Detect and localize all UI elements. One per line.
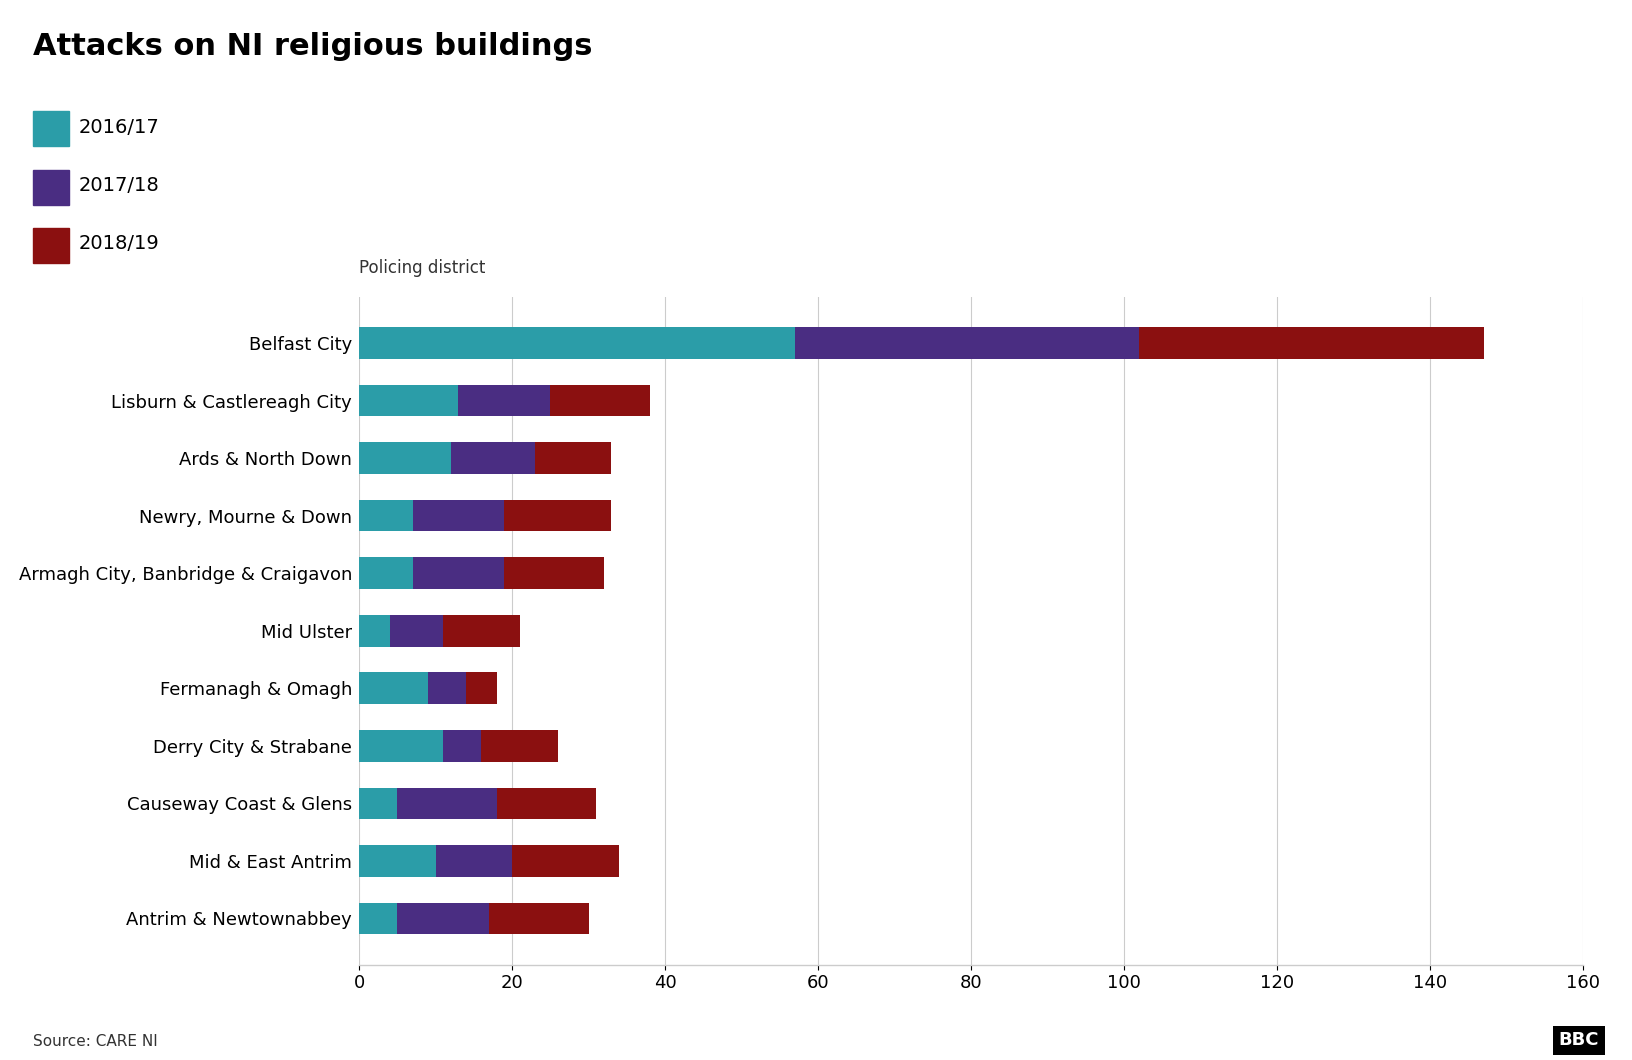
Bar (359, 442, 450, 474)
Bar (490, 903, 589, 934)
Bar (481, 730, 558, 762)
Bar (467, 672, 496, 704)
Bar (450, 442, 535, 474)
Text: 2016/17: 2016/17 (78, 118, 158, 137)
Bar (359, 672, 428, 704)
Bar (428, 672, 467, 704)
Bar (413, 558, 504, 589)
Bar (444, 615, 519, 647)
Text: BBC: BBC (1559, 1031, 1599, 1049)
Text: Policing district: Policing district (359, 259, 485, 277)
Bar (436, 845, 512, 877)
Bar (359, 845, 436, 877)
Bar (444, 730, 481, 762)
Bar (359, 385, 459, 417)
Bar (359, 328, 795, 358)
Bar (359, 499, 413, 531)
Bar (512, 845, 619, 877)
Bar (413, 499, 504, 531)
Text: 2017/18: 2017/18 (78, 176, 158, 195)
Bar (397, 903, 490, 934)
Text: Attacks on NI religious buildings: Attacks on NI religious buildings (33, 32, 592, 60)
Bar (397, 788, 496, 819)
Text: 2018/19: 2018/19 (78, 234, 158, 253)
Bar (496, 788, 596, 819)
Bar (504, 558, 604, 589)
Bar (795, 328, 1139, 358)
Bar (504, 499, 612, 531)
Bar (550, 385, 650, 417)
Bar (1139, 328, 1483, 358)
Text: Source: CARE NI: Source: CARE NI (33, 1035, 157, 1049)
Bar (459, 385, 550, 417)
Bar (390, 615, 444, 647)
Bar (359, 903, 397, 934)
Bar (359, 788, 397, 819)
Bar (535, 442, 612, 474)
Bar (359, 615, 390, 647)
Bar (359, 558, 413, 589)
Bar (359, 730, 444, 762)
